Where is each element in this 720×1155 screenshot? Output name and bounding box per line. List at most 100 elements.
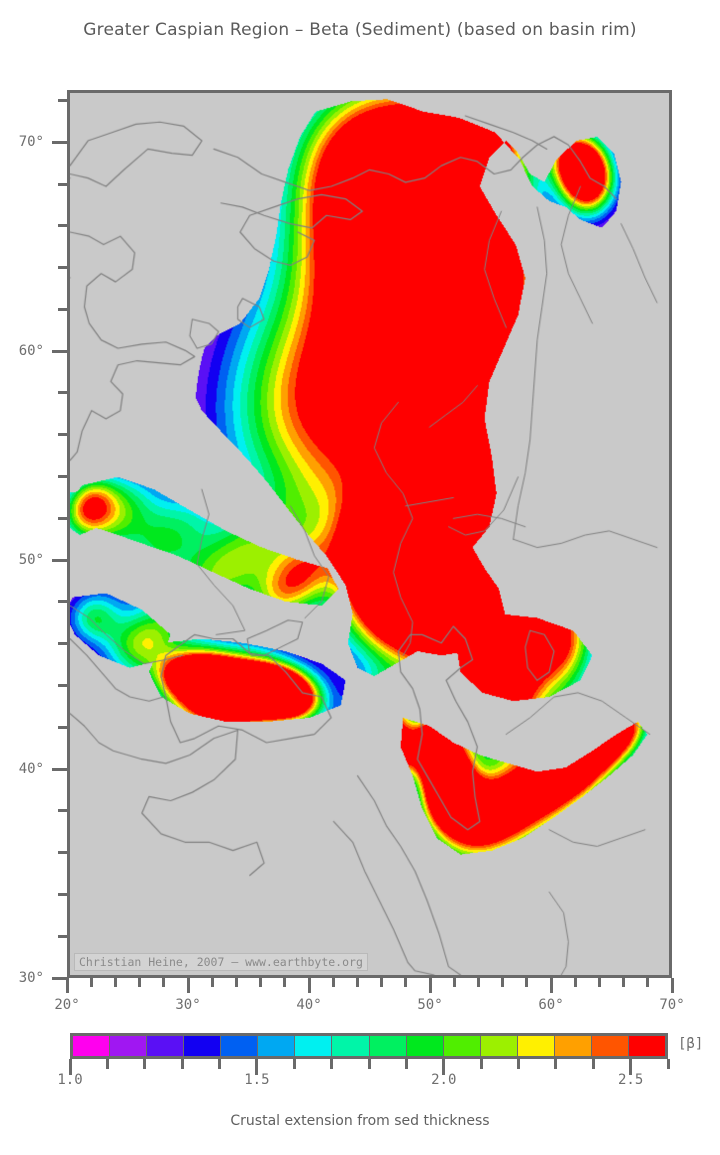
colorbar-tick-2.1 xyxy=(479,1059,483,1069)
colorbar-band-8 xyxy=(369,1036,407,1056)
colorbar-tick-label-2.5: 2.5 xyxy=(617,1072,644,1088)
colorbar-unit-label: [β] xyxy=(678,1036,704,1052)
map-frame[interactable]: Christian Heine, 2007 – www.earthbyte.or… xyxy=(67,90,672,978)
colorbar-caption: Crustal extension from sed thickness xyxy=(230,1113,490,1129)
colorbar-gradient[interactable] xyxy=(70,1033,668,1059)
lon-label-70: 70° xyxy=(659,997,685,1013)
lon-tick-68 xyxy=(646,978,650,987)
colorbar-band-12 xyxy=(517,1036,555,1056)
lat-tick-64 xyxy=(58,266,67,270)
lat-tick-72 xyxy=(58,98,67,102)
colorbar-tick-1.9 xyxy=(404,1059,408,1069)
lat-tick-46 xyxy=(58,642,67,646)
colorbar-tick-1.6 xyxy=(292,1059,296,1069)
lat-tick-56 xyxy=(58,433,67,437)
colorbar-band-15 xyxy=(628,1036,665,1056)
colorbar-tick-1.0 xyxy=(68,1059,72,1075)
lon-label-40: 40° xyxy=(296,997,322,1013)
colorbar-band-0 xyxy=(73,1036,111,1056)
colorbar-band-5 xyxy=(258,1036,296,1056)
lat-label-50: 50° xyxy=(18,552,44,569)
lon-tick-58 xyxy=(525,978,529,987)
lat-tick-62 xyxy=(58,307,67,311)
lon-tick-40 xyxy=(307,978,311,993)
lon-tick-38 xyxy=(283,978,287,987)
lat-tick-36 xyxy=(58,851,67,855)
colorbar-tick-1.4 xyxy=(218,1059,221,1069)
lon-tick-44 xyxy=(355,978,359,987)
colorbar-tick-1.5 xyxy=(255,1059,259,1075)
lon-tick-56 xyxy=(501,978,505,987)
lat-tick-48 xyxy=(58,600,67,604)
lat-tick-60 xyxy=(52,349,67,353)
lat-tick-66 xyxy=(58,224,67,228)
lat-tick-58 xyxy=(58,391,67,395)
colorbar-tick-2.6 xyxy=(666,1059,670,1069)
lat-label-60: 60° xyxy=(18,343,44,360)
lat-tick-44 xyxy=(58,683,67,687)
colorbar-tick-1.3 xyxy=(180,1059,184,1069)
colorbar-tick-1.8 xyxy=(367,1059,371,1069)
colorbar-tick-2.3 xyxy=(554,1059,558,1069)
lon-tick-22 xyxy=(89,978,93,987)
lon-tick-66 xyxy=(622,978,626,987)
lat-tick-52 xyxy=(58,516,67,520)
colorbar-tick-1.7 xyxy=(330,1059,334,1069)
lat-label-40: 40° xyxy=(18,761,44,778)
lat-tick-40 xyxy=(52,767,67,771)
lat-tick-42 xyxy=(58,725,67,729)
colorbar-tick-label-2.0: 2.0 xyxy=(431,1072,457,1088)
lon-tick-50 xyxy=(428,978,432,993)
lon-tick-24 xyxy=(113,978,117,987)
lon-tick-32 xyxy=(210,978,214,987)
lat-tick-70 xyxy=(52,140,67,144)
lon-tick-34 xyxy=(234,978,238,987)
lat-tick-50 xyxy=(52,558,67,562)
colorbar-band-4 xyxy=(221,1036,259,1056)
colorbar-band-11 xyxy=(480,1036,518,1056)
colorbar-band-7 xyxy=(332,1036,370,1056)
colorbar-band-1 xyxy=(110,1036,148,1056)
colorbar-tick-2.0 xyxy=(442,1059,446,1075)
colorbar-band-14 xyxy=(591,1036,629,1056)
colorbar-tick-1.1 xyxy=(105,1059,109,1069)
lon-label-20: 20° xyxy=(54,997,80,1013)
lat-label-30: 30° xyxy=(18,970,44,986)
lat-tick-54 xyxy=(58,475,67,479)
lat-label-70: 70° xyxy=(18,134,44,151)
lon-tick-28 xyxy=(162,978,166,987)
lon-tick-62 xyxy=(573,978,577,987)
lat-tick-32 xyxy=(58,934,67,938)
lon-label-50: 50° xyxy=(417,997,443,1013)
lon-tick-60 xyxy=(549,978,553,993)
lon-tick-64 xyxy=(597,978,601,987)
colorbar-tick-2.4 xyxy=(591,1059,595,1069)
lon-tick-48 xyxy=(404,978,408,987)
lon-tick-52 xyxy=(452,978,456,987)
colorbar-tick-label-1.5: 1.5 xyxy=(244,1072,270,1088)
page-title: Greater Caspian Region – Beta (Sediment)… xyxy=(83,20,637,40)
colorbar[interactable] xyxy=(70,1033,668,1059)
lat-tick-30 xyxy=(52,976,67,980)
lon-tick-30 xyxy=(186,978,190,993)
beta-heatmap-canvas[interactable] xyxy=(70,93,669,975)
colorbar-band-2 xyxy=(147,1036,185,1056)
colorbar-tick-2.2 xyxy=(517,1059,520,1069)
lon-tick-20 xyxy=(65,978,69,993)
colorbar-band-10 xyxy=(443,1036,481,1056)
colorbar-band-3 xyxy=(184,1036,222,1056)
lon-label-60: 60° xyxy=(538,997,564,1013)
lat-tick-34 xyxy=(58,892,67,896)
lon-tick-36 xyxy=(259,978,263,987)
colorbar-tick-label-1.0: 1.0 xyxy=(57,1072,83,1088)
colorbar-tick-1.2 xyxy=(143,1059,147,1069)
lon-label-30: 30° xyxy=(175,997,201,1013)
lat-tick-38 xyxy=(58,809,67,813)
colorbar-band-6 xyxy=(295,1036,333,1056)
lon-tick-42 xyxy=(331,978,335,987)
lon-tick-70 xyxy=(670,978,674,993)
attribution-text: Christian Heine, 2007 – www.earthbyte.or… xyxy=(74,953,368,971)
colorbar-tick-2.5 xyxy=(629,1059,633,1075)
lon-tick-46 xyxy=(380,978,384,987)
lon-tick-54 xyxy=(476,978,480,987)
